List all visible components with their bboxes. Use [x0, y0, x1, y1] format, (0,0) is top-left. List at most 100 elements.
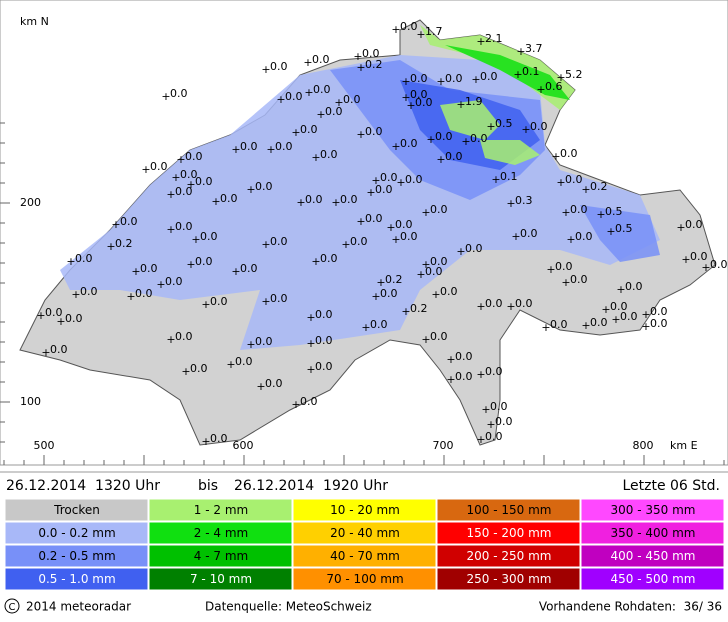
- station-marker: +: [401, 75, 410, 88]
- station-value: 0.0: [365, 212, 383, 225]
- station-value: 0.0: [235, 355, 253, 368]
- station-value: 0.0: [380, 287, 398, 300]
- station-value: 0.0: [710, 258, 728, 271]
- station-value: 0.5: [605, 205, 623, 218]
- station-value: 0.0: [365, 125, 383, 138]
- station-marker: +: [446, 353, 455, 366]
- station-value: 0.0: [315, 360, 333, 373]
- station-value: 0.0: [75, 252, 93, 265]
- station-value: 0.0: [415, 96, 433, 109]
- station-marker: +: [476, 300, 485, 313]
- station-value: 0.0: [375, 183, 393, 196]
- station-marker: +: [611, 313, 620, 326]
- station-value: 0.0: [313, 83, 331, 96]
- station-marker: +: [426, 133, 435, 146]
- station-marker: +: [676, 221, 685, 234]
- station-value: 0.0: [430, 203, 448, 216]
- station-value: 0.0: [465, 242, 483, 255]
- legend-label: 70 - 100 mm: [326, 572, 403, 586]
- station-marker: +: [276, 93, 285, 106]
- station-value: 0.0: [255, 180, 273, 193]
- station-value: 0.0: [80, 285, 98, 298]
- station-value: 0.0: [620, 310, 638, 323]
- station-marker: +: [341, 238, 350, 251]
- station-value: 0.6: [545, 80, 563, 93]
- station-marker: +: [476, 35, 485, 48]
- station-marker: +: [306, 337, 315, 350]
- x-tick-label: 800: [633, 439, 654, 452]
- station-marker: +: [391, 140, 400, 153]
- station-value: 0.0: [165, 275, 183, 288]
- station-marker: +: [486, 418, 495, 431]
- station-marker: +: [356, 128, 365, 141]
- station-value: 0.0: [175, 330, 193, 343]
- station-marker: +: [246, 338, 255, 351]
- station-value: 0.0: [320, 252, 338, 265]
- legend-label: 10 - 20 mm: [330, 503, 400, 517]
- station-value: 0.0: [240, 140, 258, 153]
- station-value: 0.0: [555, 260, 573, 273]
- station-value: 0.0: [570, 273, 588, 286]
- station-marker: +: [361, 321, 370, 334]
- x-tick-label: 500: [34, 439, 55, 452]
- station-value: 0.0: [650, 305, 668, 318]
- station-marker: +: [246, 183, 255, 196]
- station-marker: +: [476, 433, 485, 446]
- station-value: 0.0: [445, 72, 463, 85]
- station-value: 0.0: [430, 330, 448, 343]
- station-value: 0.0: [435, 130, 453, 143]
- station-marker: +: [396, 176, 405, 189]
- station-marker: +: [353, 50, 362, 63]
- legend-swatch: [580, 567, 725, 591]
- station-value: 0.1: [522, 65, 540, 78]
- legend-label: 7 - 10 mm: [190, 572, 252, 586]
- station-marker: +: [581, 319, 590, 332]
- station-marker: +: [511, 230, 520, 243]
- station-marker: +: [303, 56, 312, 69]
- station-value: 0.0: [575, 230, 593, 243]
- station-marker: +: [491, 173, 500, 186]
- station-marker: +: [681, 253, 690, 266]
- station-marker: +: [456, 245, 465, 258]
- station-value: 0.2: [410, 302, 428, 315]
- station-marker: +: [641, 320, 650, 333]
- station-value: 0.0: [405, 173, 423, 186]
- station-value: 0.0: [315, 308, 333, 321]
- x-tick-label: 700: [433, 439, 454, 452]
- legend-swatch: [436, 567, 581, 591]
- copyright-icon: [4, 598, 20, 614]
- legend-swatch: [292, 498, 437, 522]
- station-value: 0.0: [410, 72, 428, 85]
- legend-label: 0.0 - 0.2 mm: [38, 526, 115, 540]
- station-value: 0.0: [350, 235, 368, 248]
- station-value: 0.0: [175, 220, 193, 233]
- station-marker: +: [331, 196, 340, 209]
- legend-swatch: [580, 544, 725, 568]
- station-marker: +: [421, 258, 430, 271]
- station-marker: +: [581, 183, 590, 196]
- station-marker: +: [561, 276, 570, 289]
- station-value: 0.0: [275, 140, 293, 153]
- station-value: 0.0: [395, 218, 413, 231]
- station-marker: +: [556, 71, 565, 84]
- station-marker: +: [536, 83, 545, 96]
- station-marker: +: [181, 365, 190, 378]
- station-value: 0.0: [400, 230, 418, 243]
- station-marker: +: [291, 398, 300, 411]
- station-marker: +: [561, 206, 570, 219]
- raw-data: Vorhandene Rohdaten: 36/ 36: [539, 600, 722, 614]
- station-value: 0.0: [570, 203, 588, 216]
- station-value: 0.0: [690, 250, 708, 263]
- station-marker: +: [261, 238, 270, 251]
- station-value: 0.0: [340, 193, 358, 206]
- station-marker: +: [304, 86, 313, 99]
- legend-label: 0.5 - 1.0 mm: [38, 572, 115, 586]
- station-value: 5.2: [565, 68, 583, 81]
- legend-swatch: [580, 498, 725, 522]
- station-marker: +: [171, 171, 180, 184]
- station-marker: +: [0, 0, 1, 6]
- station-value: 0.0: [495, 415, 513, 428]
- station-value: 0.0: [195, 175, 213, 188]
- station-value: 0.0: [530, 120, 548, 133]
- station-value: 0.0: [445, 150, 463, 163]
